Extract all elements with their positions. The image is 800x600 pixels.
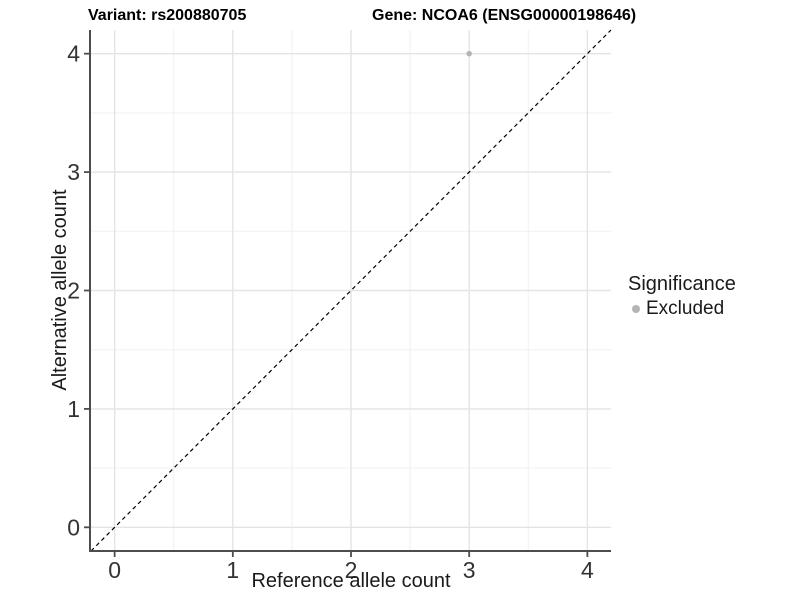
- y-tick-label: 4: [67, 41, 80, 67]
- legend-entry-label: Excluded: [646, 298, 725, 319]
- y-tick-label: 2: [67, 278, 80, 304]
- legend-title: Significance: [628, 273, 736, 295]
- y-tick-label: 1: [67, 396, 80, 422]
- y-tick-label: 3: [67, 159, 80, 185]
- y-tick-label: 0: [67, 514, 80, 540]
- legend: Significance Excluded: [628, 271, 736, 321]
- legend-point-icon: [632, 305, 640, 313]
- data-point: [466, 50, 472, 57]
- plot-title-gene: Gene: NCOA6 (ENSG00000198646): [372, 7, 637, 24]
- x-axis-title: Reference allele count: [251, 570, 451, 592]
- x-tick-label: 1: [226, 557, 239, 583]
- x-tick-label: 4: [581, 557, 594, 583]
- legend-entries: Excluded: [628, 297, 736, 321]
- legend-entry: Excluded: [628, 297, 736, 321]
- x-tick-label: 0: [108, 557, 121, 583]
- y-axis-title: Alternative allele count: [49, 189, 71, 391]
- plot-title-variant: Variant: rs200880705: [88, 7, 247, 24]
- x-tick-label: 3: [463, 557, 476, 583]
- x-tick-label: 2: [345, 557, 358, 583]
